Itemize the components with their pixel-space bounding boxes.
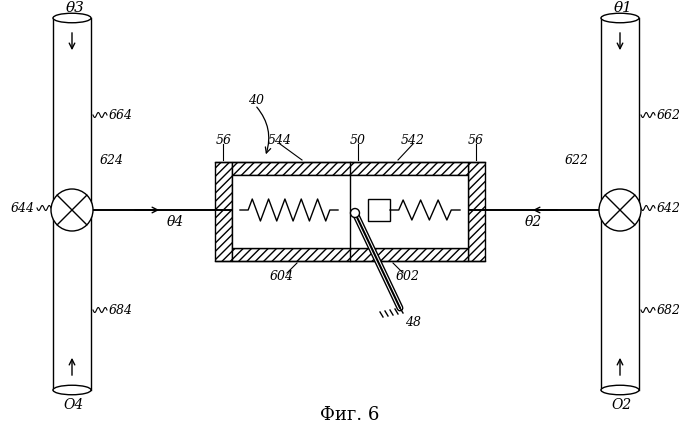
Text: 602: 602 <box>396 270 420 282</box>
Text: O2: O2 <box>612 398 632 412</box>
Text: 644: 644 <box>11 202 35 214</box>
Text: 56: 56 <box>216 134 232 146</box>
Text: θ4: θ4 <box>254 178 271 192</box>
Ellipse shape <box>601 385 639 395</box>
Text: θ4: θ4 <box>167 215 185 229</box>
Ellipse shape <box>601 13 639 23</box>
Text: 662: 662 <box>657 109 681 122</box>
Circle shape <box>599 189 641 231</box>
Text: θ3: θ3 <box>66 1 85 15</box>
Bar <box>215 162 232 261</box>
Text: θ2: θ2 <box>525 215 542 229</box>
Text: 40: 40 <box>248 93 264 107</box>
Text: 542: 542 <box>401 134 425 146</box>
Text: θ1: θ1 <box>614 1 633 15</box>
Bar <box>232 162 468 175</box>
Text: 624: 624 <box>100 154 124 166</box>
Ellipse shape <box>53 13 91 23</box>
Text: 642: 642 <box>657 202 681 214</box>
Text: 622: 622 <box>565 154 589 166</box>
Bar <box>468 162 485 261</box>
Text: 48: 48 <box>405 316 421 330</box>
Text: 56: 56 <box>468 134 484 146</box>
Bar <box>232 175 468 248</box>
Ellipse shape <box>53 385 91 395</box>
Bar <box>368 199 390 221</box>
Text: 664: 664 <box>109 109 133 122</box>
Text: 544: 544 <box>268 134 292 146</box>
Text: O4: O4 <box>64 398 84 412</box>
Text: 50: 50 <box>350 134 366 146</box>
Text: θ2: θ2 <box>365 178 382 192</box>
Circle shape <box>350 208 359 217</box>
Text: 604: 604 <box>270 270 294 282</box>
Text: Фиг. 6: Фиг. 6 <box>320 406 380 424</box>
Text: 682: 682 <box>657 303 681 316</box>
Bar <box>232 248 468 261</box>
Text: 684: 684 <box>109 303 133 316</box>
Text: 44: 44 <box>363 225 379 238</box>
Circle shape <box>51 189 93 231</box>
